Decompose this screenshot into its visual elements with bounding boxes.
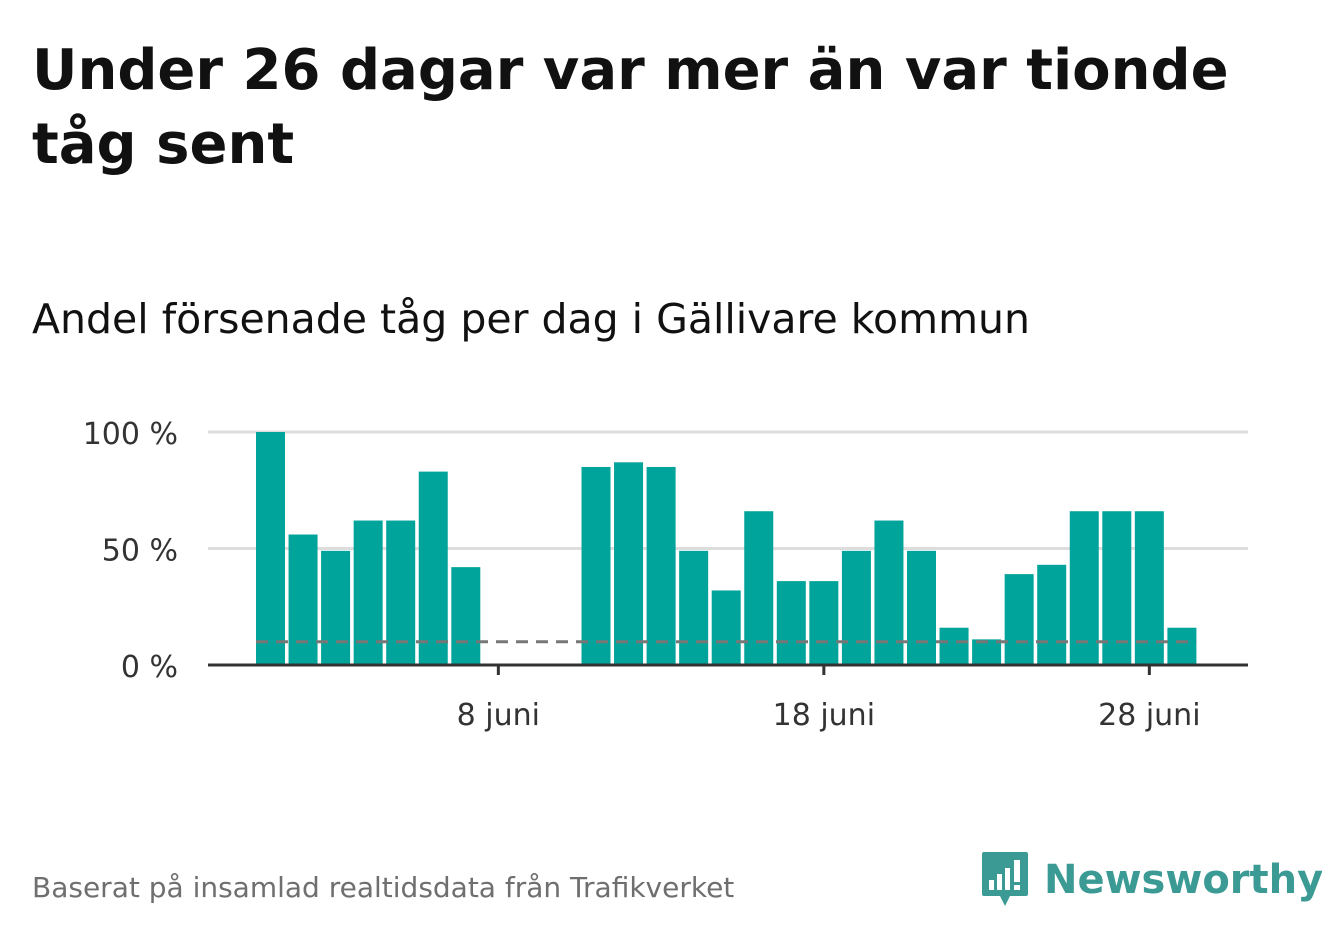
bar [321, 550, 351, 665]
x-tick-label: 18 juni [773, 698, 875, 733]
bar [581, 466, 611, 665]
bar-chart: 0 % 50 % 100 % 8 juni 18 juni 28 juni [83, 417, 1248, 733]
x-axis-ticks: 8 juni 18 juni 28 juni [457, 665, 1201, 733]
bar [418, 471, 448, 665]
chart-subtitle: Andel försenade tåg per dag i Gällivare … [32, 295, 1030, 343]
bar-chart-speech-bubble-icon [982, 852, 1028, 906]
bar [1069, 511, 1099, 665]
bar [939, 627, 969, 665]
x-tick-label: 28 juni [1098, 698, 1200, 733]
bar [1167, 627, 1197, 665]
bar [679, 550, 709, 665]
y-tick-label: 50 % [102, 534, 178, 569]
x-tick-label: 8 juni [457, 698, 540, 733]
bar [256, 432, 285, 665]
bar [451, 567, 481, 665]
bar [809, 581, 839, 665]
bar [1134, 511, 1164, 665]
brand-logo: Newsworthy [980, 848, 1322, 912]
source-note: Baserat på insamlad realtidsdata från Tr… [32, 871, 735, 904]
bar [288, 534, 318, 665]
bar [614, 462, 644, 665]
bar [1004, 574, 1034, 665]
chart-title: Under 26 dagar var mer än var tionde tåg… [32, 38, 1229, 177]
bar [874, 520, 904, 665]
y-tick-label: 0 % [121, 650, 178, 685]
y-axis-ticks: 0 % 50 % 100 % [83, 417, 178, 685]
bar [386, 520, 416, 665]
bar [353, 520, 383, 665]
bar [646, 466, 676, 665]
brand-name: Newsworthy [1044, 857, 1322, 903]
bar [972, 639, 1002, 665]
bar [841, 550, 871, 665]
bar [1102, 511, 1132, 665]
bar [711, 590, 741, 665]
bar [744, 511, 774, 665]
bar [907, 550, 936, 665]
bar [1037, 564, 1067, 665]
y-tick-label: 100 % [83, 417, 178, 452]
bar [776, 581, 806, 665]
